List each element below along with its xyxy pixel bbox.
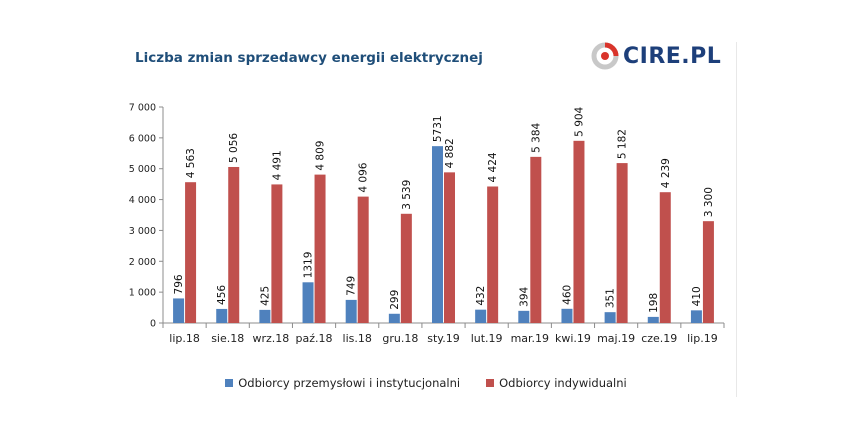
bar-industrial (259, 309, 271, 323)
y-tick-label: 4 000 (129, 195, 156, 206)
data-label-industrial: 394 (518, 286, 530, 306)
data-label-industrial: 351 (605, 288, 617, 308)
bar-individual (530, 156, 542, 323)
y-tick-label: 1 000 (129, 288, 156, 299)
legend-item-industrial: Odbiorcy przemysłowi i instytucjonalni (225, 376, 460, 390)
cire-logo: CIRE.PL (591, 42, 721, 70)
bar-individual (400, 213, 412, 323)
x-tick-label: maj.19 (597, 332, 635, 345)
x-tick-label: wrz.18 (252, 332, 289, 345)
cire-logo-icon (591, 42, 619, 70)
x-tick-label: mar.19 (511, 332, 549, 345)
y-tick-label: 5 000 (129, 164, 156, 175)
bar-industrial (216, 308, 228, 323)
y-tick-label: 2 000 (129, 257, 156, 268)
bar-individual (616, 163, 628, 323)
bar-industrial (518, 310, 530, 323)
bar-individual (444, 172, 455, 323)
chart-legend: Odbiorcy przemysłowi i instytucjonalni O… (0, 376, 852, 390)
data-label-industrial: 1319 (303, 252, 315, 279)
legend-item-individual: Odbiorcy indywidualni (486, 376, 627, 390)
data-label-industrial: 198 (648, 293, 660, 313)
data-label-industrial: 410 (691, 286, 703, 306)
cire-logo-text: CIRE.PL (623, 43, 722, 69)
bar-individual (314, 174, 326, 323)
bar-industrial (690, 310, 702, 323)
legend-label-industrial: Odbiorcy przemysłowi i instytucjonalni (238, 376, 461, 390)
bar-industrial (173, 298, 185, 323)
y-tick-label: 7 000 (129, 103, 156, 114)
data-label-individual: 4 563 (185, 148, 197, 178)
data-label-industrial: 796 (173, 274, 185, 294)
bar-individual (487, 186, 499, 323)
bar-individual (228, 166, 240, 323)
bar-industrial (647, 316, 659, 323)
bar-industrial (475, 309, 487, 323)
bar-individual (573, 140, 585, 323)
bar-individual (702, 221, 714, 323)
data-label-individual: 3 300 (703, 187, 715, 217)
y-tick-label: 0 (150, 319, 156, 330)
legend-label-individual: Odbiorcy indywidualni (499, 376, 627, 390)
x-tick-label: kwi.19 (555, 332, 591, 345)
bar-industrial (432, 146, 443, 323)
bar-individual (357, 196, 369, 323)
y-tick-label: 6 000 (129, 133, 156, 144)
bar-individual (659, 192, 671, 323)
x-tick-label: cze.19 (641, 332, 677, 345)
data-label-industrial: 299 (389, 290, 401, 310)
data-label-industrial: 432 (475, 286, 487, 306)
data-label-industrial: 460 (561, 285, 573, 305)
bar-industrial (561, 308, 573, 323)
x-tick-label: sty.19 (427, 332, 459, 345)
legend-swatch-industrial (225, 379, 234, 387)
data-label-individual: 4 882 (444, 138, 456, 168)
frame-edge (736, 42, 737, 397)
data-label-industrial: 5731 (432, 115, 444, 142)
bar-industrial (345, 299, 357, 323)
bar-industrial (388, 313, 400, 323)
data-label-individual: 5 182 (617, 129, 629, 159)
bar-industrial (302, 282, 314, 323)
data-label-individual: 5 904 (573, 106, 585, 136)
x-tick-label: lip.18 (169, 332, 200, 345)
x-tick-label: lip.19 (687, 332, 718, 345)
chart-title: Liczba zmian sprzedawcy energii elektryc… (135, 50, 483, 66)
data-label-individual: 4 491 (271, 150, 283, 180)
data-label-individual: 4 809 (315, 141, 327, 171)
data-label-individual: 4 424 (487, 152, 499, 182)
bar-individual (185, 182, 197, 323)
x-tick-label: sie.18 (211, 332, 244, 345)
data-label-individual: 5 384 (530, 122, 542, 152)
x-tick-label: paź.18 (296, 332, 333, 345)
data-label-individual: 4 096 (358, 162, 370, 192)
x-tick-label: lis.18 (343, 332, 372, 345)
data-label-industrial: 749 (346, 276, 358, 296)
y-tick-label: 3 000 (129, 226, 156, 237)
data-label-industrial: 425 (259, 286, 271, 306)
x-tick-label: lut.19 (471, 332, 503, 345)
x-tick-label: gru.18 (382, 332, 418, 345)
data-label-individual: 5 056 (228, 133, 240, 163)
data-label-individual: 4 239 (660, 158, 672, 188)
data-label-individual: 3 539 (401, 180, 413, 210)
bar-industrial (604, 312, 616, 323)
bar-individual (271, 184, 283, 323)
data-label-industrial: 456 (216, 285, 228, 305)
legend-swatch-individual (486, 379, 495, 387)
